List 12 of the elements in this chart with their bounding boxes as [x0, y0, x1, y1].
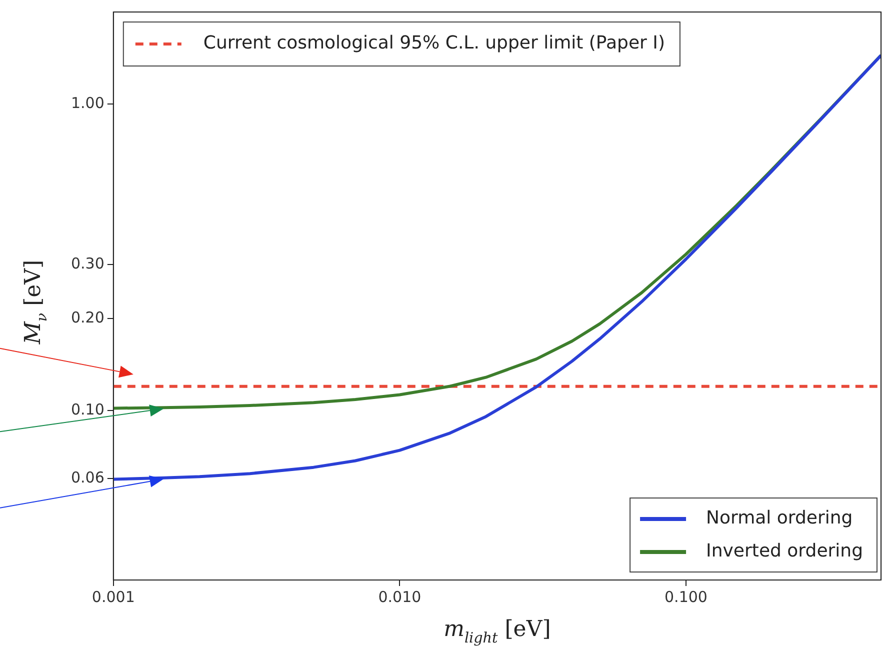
- legend-label: Current cosmological 95% C.L. upper limit (Paper I): [203, 32, 665, 54]
- x-tick-label: 0.001: [92, 588, 135, 606]
- y-tick-label: 0.10: [70, 400, 104, 419]
- y-tick-label: 0.20: [70, 308, 104, 326]
- legend-label: Inverted ordering: [706, 540, 864, 562]
- x-tick-label: 0.010: [378, 588, 422, 606]
- y-tick-label: 0.30: [70, 254, 104, 272]
- y-axis-title: Mν [eV]: [21, 260, 51, 346]
- legend-label: Normal ordering: [706, 508, 853, 529]
- x-tick-label: 0.100: [664, 588, 708, 606]
- y-tick-label: 0.06: [70, 468, 104, 486]
- y-tick-label: 1.00: [70, 94, 104, 112]
